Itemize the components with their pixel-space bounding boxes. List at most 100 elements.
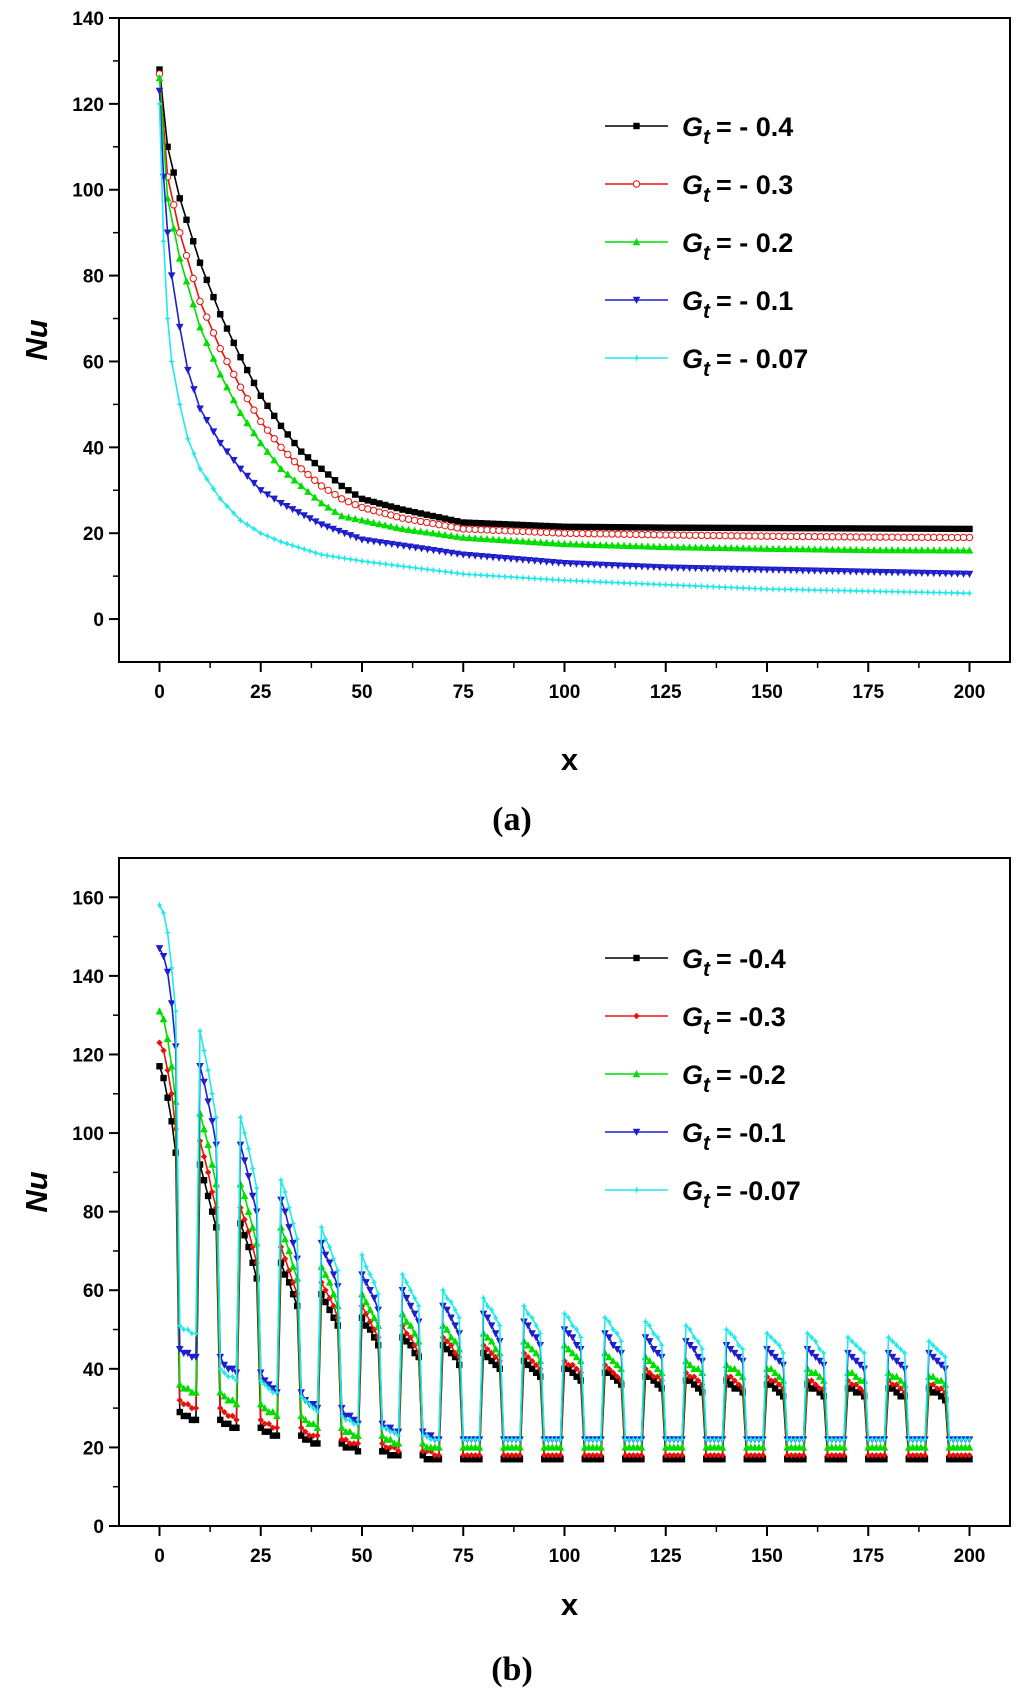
data-point xyxy=(852,1381,860,1388)
data-point xyxy=(757,544,765,552)
data-point xyxy=(733,565,742,574)
data-point xyxy=(220,1392,229,1400)
data-point xyxy=(966,589,973,598)
data-point xyxy=(513,521,521,528)
data-point xyxy=(423,511,430,518)
data-point xyxy=(516,1452,524,1459)
data-point xyxy=(941,570,950,578)
data-point xyxy=(302,1436,309,1443)
data-point xyxy=(733,544,742,552)
data-point xyxy=(734,524,741,532)
data-point xyxy=(249,1164,256,1173)
y-tick-label: 40 xyxy=(83,1360,104,1381)
data-point xyxy=(608,562,616,570)
data-point xyxy=(585,1452,592,1459)
data-point xyxy=(937,1361,945,1369)
data-point xyxy=(828,567,837,576)
data-point xyxy=(304,454,312,461)
legend-main: G xyxy=(682,344,703,374)
data-point xyxy=(566,529,575,538)
data-point xyxy=(840,1456,848,1463)
data-point xyxy=(792,1452,799,1459)
data-point xyxy=(441,530,449,539)
data-point xyxy=(933,1345,941,1353)
data-point xyxy=(443,1306,451,1314)
data-point xyxy=(472,1452,479,1459)
legend-sub: t xyxy=(703,358,711,381)
data-point xyxy=(423,528,431,536)
data-point xyxy=(418,564,425,573)
data-point xyxy=(775,532,783,541)
data-point xyxy=(596,561,605,569)
data-point xyxy=(387,1452,394,1459)
data-point xyxy=(859,525,866,532)
data-point xyxy=(787,566,795,575)
data-point xyxy=(453,524,461,532)
data-point xyxy=(581,1456,588,1463)
data-point xyxy=(704,524,711,531)
data-point xyxy=(548,539,557,547)
data-point xyxy=(591,577,598,586)
data-point xyxy=(504,1435,511,1444)
data-point xyxy=(176,400,183,409)
data-point xyxy=(223,325,231,332)
data-point xyxy=(747,1452,754,1459)
data-point xyxy=(876,568,884,577)
data-point xyxy=(167,1062,176,1070)
legend-rest: = - 0.3 xyxy=(716,170,793,200)
legend-sub: t xyxy=(703,1132,711,1155)
data-point xyxy=(763,532,771,540)
data-point xyxy=(188,1329,196,1338)
data-point xyxy=(261,1428,268,1435)
data-point xyxy=(241,1129,248,1137)
data-point xyxy=(507,573,515,581)
data-point xyxy=(536,538,545,546)
data-point xyxy=(811,586,818,594)
data-point xyxy=(757,585,765,593)
data-point xyxy=(294,1235,301,1243)
data-point xyxy=(176,195,183,202)
data-point xyxy=(775,566,783,574)
legend-label: Gt = - 0.3 xyxy=(682,170,793,207)
data-point xyxy=(960,525,967,533)
data-point xyxy=(800,1452,807,1459)
data-point xyxy=(223,502,231,510)
data-point xyxy=(805,586,812,594)
data-point xyxy=(203,313,211,321)
data-point xyxy=(697,565,706,573)
data-point xyxy=(605,1353,613,1361)
data-point xyxy=(787,532,795,541)
data-point xyxy=(325,1259,334,1267)
data-point xyxy=(644,542,652,550)
y-tick-label: 120 xyxy=(72,95,104,116)
data-point xyxy=(745,524,753,532)
data-point xyxy=(391,1452,398,1459)
data-point xyxy=(933,1385,941,1392)
data-point xyxy=(564,1345,573,1353)
data-point xyxy=(163,968,172,976)
data-point xyxy=(163,229,172,237)
data-point xyxy=(557,1456,564,1463)
data-point xyxy=(216,370,225,378)
data-point xyxy=(557,1435,564,1444)
data-point xyxy=(620,579,628,587)
data-point xyxy=(366,1326,374,1333)
data-point xyxy=(447,1298,455,1306)
data-point xyxy=(520,1302,528,1310)
data-point xyxy=(763,1329,771,1338)
data-point xyxy=(489,520,497,527)
data-point xyxy=(950,1452,957,1459)
data-point xyxy=(429,519,437,528)
data-point xyxy=(297,481,306,490)
data-point xyxy=(954,525,961,533)
data-point xyxy=(759,1452,767,1459)
data-point xyxy=(644,563,652,571)
data-point xyxy=(525,527,533,536)
data-point xyxy=(310,1404,317,1412)
data-point xyxy=(528,1357,536,1365)
data-point xyxy=(507,536,515,544)
data-point xyxy=(632,524,640,531)
data-point xyxy=(873,1452,880,1459)
data-point xyxy=(240,1191,249,1200)
data-point xyxy=(632,530,640,539)
